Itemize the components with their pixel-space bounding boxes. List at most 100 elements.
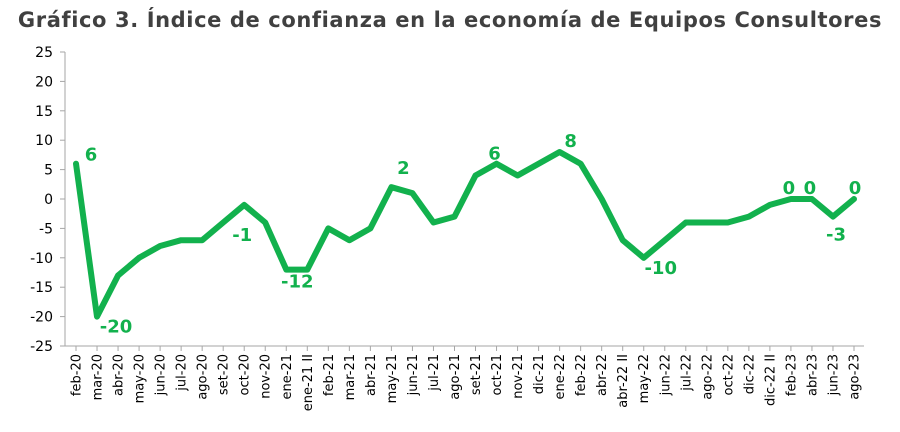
x-tick-label: nov-21 xyxy=(511,354,526,399)
y-tick-label: -20 xyxy=(30,310,53,326)
data-point xyxy=(559,151,561,153)
y-tick-label: 5 xyxy=(44,163,53,179)
data-point xyxy=(748,216,750,218)
data-point xyxy=(285,269,287,271)
data-point xyxy=(180,239,182,241)
data-label: -10 xyxy=(644,258,677,279)
x-tick-label: abr-22 II xyxy=(616,354,631,408)
series-line-path xyxy=(73,149,857,320)
x-tick-label: dic-22 II xyxy=(763,354,778,406)
x-tick-label: mar-20 xyxy=(91,354,106,400)
x-axis: feb-20 mar-20 abr-20 may-20 jun-20 jul-20 ago-… xyxy=(65,345,864,411)
x-tick-label: jun-23 xyxy=(826,354,841,396)
x-tick-label: ago-22 xyxy=(700,354,715,400)
x-tick-label: ene-21 xyxy=(280,354,295,399)
data-point xyxy=(475,174,477,176)
data-point xyxy=(811,198,813,200)
data-point xyxy=(643,257,645,259)
x-tick-label: jun-22 xyxy=(658,354,673,396)
x-tick-label: may-22 xyxy=(637,354,652,403)
data-point xyxy=(432,222,434,224)
data-point xyxy=(306,269,308,271)
data-point xyxy=(453,216,455,218)
data-label: -1 xyxy=(232,225,252,246)
y-tick-label: 25 xyxy=(35,45,53,61)
x-tick-label: abr-21 xyxy=(364,354,379,396)
x-tick-label: jul-21 xyxy=(427,354,442,392)
x-tick-label: oct-22 xyxy=(721,354,736,395)
data-point xyxy=(706,222,708,224)
x-tick-label: jun-20 xyxy=(154,354,169,396)
data-point xyxy=(517,174,519,176)
data-point xyxy=(411,192,413,194)
data-label: 6 xyxy=(85,145,98,166)
data-point xyxy=(664,239,666,241)
x-tick-label: ago-23 xyxy=(848,354,863,400)
y-tick-label: -15 xyxy=(30,280,53,296)
data-point xyxy=(159,245,161,247)
data-label: 0 xyxy=(804,178,817,199)
y-tick-label: 15 xyxy=(35,104,53,120)
x-tick-label: oct-20 xyxy=(238,354,253,395)
x-tick-label: abr-23 xyxy=(805,354,820,396)
x-tick-label: feb-21 xyxy=(322,354,337,396)
x-tick-label: ago-20 xyxy=(196,354,211,400)
x-tick-label: ene-22 xyxy=(553,354,568,399)
data-point xyxy=(222,222,224,224)
x-tick-label: set-21 xyxy=(469,354,484,395)
data-label: -12 xyxy=(281,272,314,293)
data-point xyxy=(327,227,329,229)
data-point xyxy=(96,316,98,318)
data-point xyxy=(601,198,603,200)
data-label: -3 xyxy=(826,225,846,246)
y-tick-label: 10 xyxy=(35,133,53,149)
data-point xyxy=(685,222,687,224)
data-point xyxy=(243,204,245,206)
x-tick-label: ago-21 xyxy=(448,354,463,400)
data-label: 2 xyxy=(397,158,410,179)
x-tick-label: jul-22 xyxy=(679,354,694,392)
x-tick-label: oct-21 xyxy=(490,354,505,395)
x-tick-label: dic-21 xyxy=(532,354,547,394)
chart-title: Gráfico 3. Índice de confianza en la eco… xyxy=(17,8,883,32)
data-point xyxy=(75,163,77,165)
x-tick-label: nov-20 xyxy=(259,354,274,399)
data-point xyxy=(538,163,540,165)
x-tick-label: set-20 xyxy=(217,354,232,395)
data-point xyxy=(769,204,771,206)
x-tick-label: jun-21 xyxy=(406,354,421,396)
x-tick-label: may-20 xyxy=(133,354,148,403)
y-tick-label: 0 xyxy=(44,192,53,208)
data-point xyxy=(853,198,855,200)
y-tick-label: 20 xyxy=(35,74,53,90)
y-axis: 25 20 15 10 5 0 -5 -10 -15 -20 -25 xyxy=(30,45,66,355)
data-point xyxy=(138,257,140,259)
x-tick-label: jul-20 xyxy=(175,354,190,392)
x-tick-label: feb-20 xyxy=(70,354,85,396)
y-tick-label: -10 xyxy=(30,251,53,267)
data-point xyxy=(369,227,371,229)
data-label: 0 xyxy=(849,178,862,199)
data-point xyxy=(496,163,498,165)
y-tick-label: -25 xyxy=(30,339,53,355)
x-tick-label: abr-20 xyxy=(112,354,127,396)
data-point xyxy=(727,222,729,224)
data-point xyxy=(622,239,624,241)
x-tick-label: may-21 xyxy=(385,354,400,403)
data-point xyxy=(790,198,792,200)
x-tick-label: feb-23 xyxy=(784,354,799,396)
data-label: 6 xyxy=(488,144,501,165)
series-line xyxy=(73,149,857,320)
data-point xyxy=(580,163,582,165)
data-point xyxy=(117,274,119,276)
y-tick-label: -5 xyxy=(39,221,53,237)
x-tick-label: abr-22 xyxy=(595,354,610,396)
data-point xyxy=(264,222,266,224)
data-point xyxy=(348,239,350,241)
data-point xyxy=(390,186,392,188)
x-tick-label: dic-22 xyxy=(742,354,757,394)
x-tick-label: ene-21 II xyxy=(301,354,316,411)
data-label: -20 xyxy=(100,317,133,338)
